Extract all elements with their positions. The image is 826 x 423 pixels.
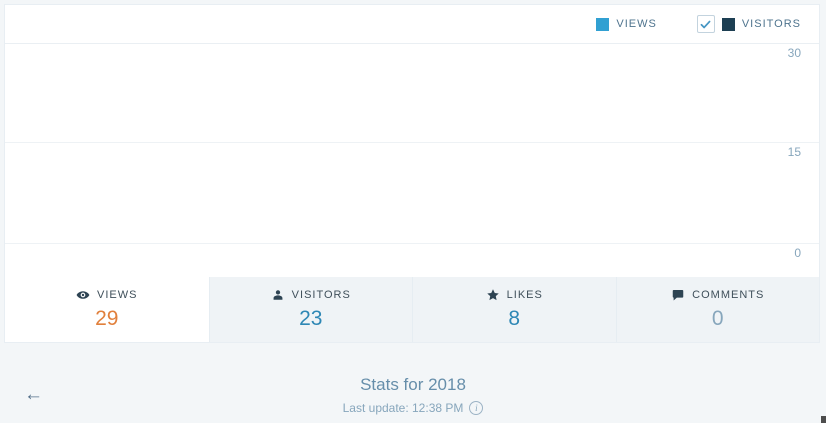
eye-icon [76,291,90,299]
stats-tab-bar: VIEWS 29 VISITORS 23 LIKES [5,277,819,342]
checkmark-icon [700,20,711,28]
tab-visitors-value: 23 [299,307,323,330]
y-axis-tick-0: 0 [794,246,801,260]
stats-chart-card: VIEWS VISITORS 30 15 0 [4,4,820,343]
page-title: Stats for 2018 [360,375,466,394]
tab-likes-label: LIKES [506,289,543,301]
back-arrow-icon[interactable]: ← [24,384,43,405]
y-axis-tick-15: 15 [787,145,801,159]
last-update-row: Last update: 12:38 PM i [0,401,826,415]
y-axis-tick-30: 30 [787,46,801,60]
tab-views-value: 29 [95,307,119,330]
visitors-swatch-icon [721,17,735,31]
legend-views: VIEWS [596,17,657,31]
tab-views-label: VIEWS [97,289,138,301]
tab-visitors-label: VISITORS [291,289,351,301]
views-swatch-icon [596,17,610,31]
comment-icon [672,290,684,301]
legend-visitors[interactable]: VISITORS [696,15,801,33]
user-icon [273,290,283,300]
tab-comments-label: COMMENTS [692,289,765,301]
tab-likes-value: 8 [508,307,521,330]
star-icon [486,289,499,301]
tab-comments[interactable]: COMMENTS 0 [615,277,819,342]
cursor-artifact [821,416,826,423]
tab-likes[interactable]: LIKES 8 [412,277,616,342]
tab-views[interactable]: VIEWS 29 [5,277,209,342]
chart-legend: VIEWS VISITORS [5,5,819,44]
last-update-text: Last update: 12:38 PM [342,401,464,415]
legend-views-label: VIEWS [616,18,657,30]
gridline-15 [5,142,819,143]
gridline-0 [5,243,819,244]
info-icon[interactable]: i [469,401,484,415]
tab-comments-value: 0 [711,307,724,330]
legend-visitors-label: VISITORS [741,18,801,30]
visitors-checkbox[interactable] [696,15,715,33]
tab-visitors[interactable]: VISITORS 23 [208,277,412,342]
